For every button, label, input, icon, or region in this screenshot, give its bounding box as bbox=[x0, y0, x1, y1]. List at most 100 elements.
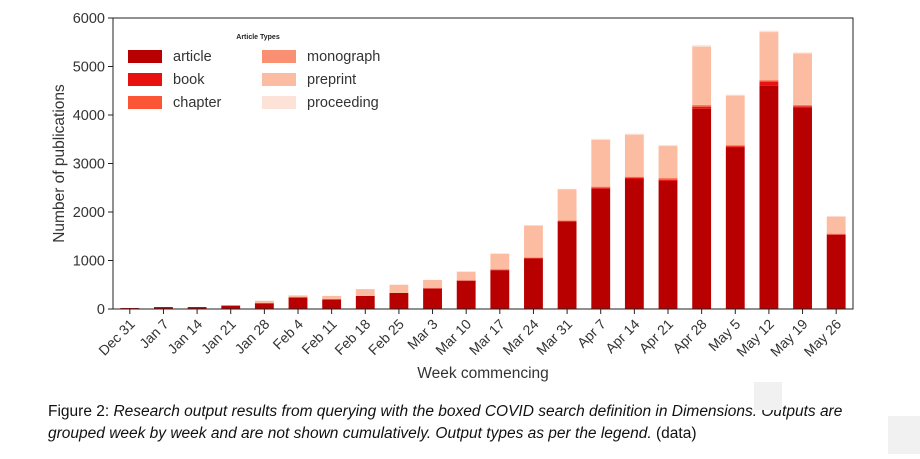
bar-segment-article bbox=[826, 234, 846, 309]
y-tick-label: 0 bbox=[97, 302, 105, 318]
bar-segment-article bbox=[322, 299, 342, 309]
bar-segment-proceeding bbox=[826, 216, 846, 217]
decorative-box bbox=[754, 382, 782, 410]
bar-segment-proceeding bbox=[557, 188, 577, 190]
legend-swatch-book bbox=[128, 73, 162, 86]
legend-label-chapter: chapter bbox=[173, 95, 222, 111]
bar-segment-proceeding bbox=[524, 225, 543, 226]
bar-segment-book bbox=[725, 146, 745, 148]
bar-segment-preprint bbox=[725, 95, 745, 146]
bar-segment-article bbox=[254, 303, 274, 309]
bar-segment-article bbox=[456, 280, 476, 309]
bar-segment-proceeding bbox=[793, 52, 812, 54]
bar-segment-preprint bbox=[221, 305, 241, 306]
legend-label-article: article bbox=[173, 49, 212, 65]
bar-segment-book bbox=[759, 82, 779, 86]
bar-segment-preprint bbox=[288, 295, 308, 298]
bar-segment-chapter bbox=[591, 186, 611, 188]
bar-segment-preprint bbox=[658, 146, 678, 179]
bar-segment-preprint bbox=[490, 253, 510, 270]
bar-segment-proceeding bbox=[658, 145, 678, 147]
bar-segment-proceeding bbox=[591, 138, 611, 140]
bar-segment-book bbox=[692, 106, 712, 109]
bar-segment-article bbox=[490, 270, 510, 309]
y-tick-label: 4000 bbox=[73, 108, 105, 124]
bar-segment-chapter bbox=[692, 105, 712, 107]
x-tick-label: Mar 24 bbox=[499, 316, 541, 358]
bar-segment-article bbox=[423, 288, 442, 309]
bar-segment-book bbox=[826, 234, 846, 235]
legend-label-book: book bbox=[173, 72, 205, 88]
bar-segment-preprint bbox=[624, 134, 644, 177]
bar-segment-book bbox=[793, 106, 812, 108]
bar-segment-preprint bbox=[355, 289, 375, 296]
bar-segment-article bbox=[624, 179, 644, 309]
bar-segment-chapter bbox=[624, 176, 644, 178]
bar-segment-monograph bbox=[759, 80, 779, 81]
bar-segment-monograph bbox=[826, 233, 846, 235]
bar-segment-proceeding bbox=[692, 45, 712, 47]
bar-segment-book bbox=[456, 280, 476, 281]
legend-label-proceeding: proceeding bbox=[307, 95, 379, 111]
bar-segment-book bbox=[591, 187, 611, 189]
bar-segment-preprint bbox=[322, 295, 342, 300]
x-axis-label: Week commencing bbox=[417, 365, 549, 382]
x-tick-label: Apr 28 bbox=[669, 316, 710, 357]
bar-segment-preprint bbox=[557, 189, 577, 221]
x-tick-label: Jan 28 bbox=[231, 316, 272, 357]
bar-segment-proceeding bbox=[759, 30, 779, 33]
x-tick-label: Dec 31 bbox=[95, 316, 138, 359]
bar-segment-monograph bbox=[658, 178, 678, 179]
bar-segment-book bbox=[524, 258, 543, 259]
bar-segment-book bbox=[624, 177, 644, 180]
bar-segment-proceeding bbox=[490, 253, 510, 254]
x-tick-label: Jan 14 bbox=[164, 316, 205, 357]
x-tick-label: Feb 11 bbox=[298, 316, 340, 358]
bar-segment-article bbox=[154, 307, 173, 309]
bar-segment-preprint bbox=[389, 284, 409, 293]
x-tick-label: Apr 14 bbox=[602, 316, 643, 357]
legend-swatch-preprint bbox=[262, 73, 296, 86]
y-tick-label: 6000 bbox=[73, 11, 105, 27]
bar-segment-preprint bbox=[793, 53, 812, 105]
x-tick-label: Jan 21 bbox=[198, 316, 239, 357]
bar-segment-monograph bbox=[624, 176, 644, 177]
x-tick-label: Feb 18 bbox=[331, 316, 373, 358]
x-tick-label: Apr 21 bbox=[636, 316, 677, 357]
bar-segment-proceeding bbox=[624, 133, 644, 135]
bar-segment-preprint bbox=[759, 32, 779, 81]
y-tick-label: 1000 bbox=[73, 254, 105, 270]
bar-segment-article bbox=[658, 180, 678, 309]
bar-segment-chapter bbox=[725, 145, 745, 147]
y-axis-label: Number of publications bbox=[51, 84, 68, 243]
bar-segment-monograph bbox=[591, 186, 611, 187]
bar-segment-chapter bbox=[490, 269, 510, 270]
bar-segment-article bbox=[591, 188, 611, 309]
bar-segment-book bbox=[658, 179, 678, 181]
bar-segment-article bbox=[288, 297, 308, 309]
bar-segment-book bbox=[490, 269, 510, 271]
legend-label-monograph: monograph bbox=[307, 49, 380, 65]
bar-segment-article bbox=[692, 108, 712, 309]
x-tick-label: Feb 25 bbox=[365, 316, 407, 358]
x-tick-label: Mar 31 bbox=[533, 316, 575, 358]
bar-segment-proceeding bbox=[725, 94, 745, 96]
bar-segment-preprint bbox=[524, 225, 543, 258]
legend: Article Types article book chapter monograph… bbox=[128, 34, 380, 111]
legend-label-preprint: preprint bbox=[307, 72, 356, 88]
bar-segment-monograph bbox=[557, 220, 577, 221]
bar-segment-preprint bbox=[692, 46, 712, 105]
x-tick-label: Mar 17 bbox=[466, 316, 508, 358]
bar-segment-article bbox=[389, 293, 409, 309]
bar-segment-chapter bbox=[658, 178, 678, 180]
caption-body: Research output results from querying wi… bbox=[48, 403, 843, 442]
bar-segment-monograph bbox=[793, 104, 812, 106]
y-tick-label: 3000 bbox=[73, 157, 105, 173]
bar-segment-article bbox=[725, 147, 745, 309]
bar-segment-preprint bbox=[423, 279, 442, 289]
bars-layer bbox=[120, 30, 846, 310]
bar-segment-book bbox=[423, 288, 442, 289]
caption-tail: (data) bbox=[651, 425, 697, 442]
bar-segment-article bbox=[524, 258, 543, 309]
